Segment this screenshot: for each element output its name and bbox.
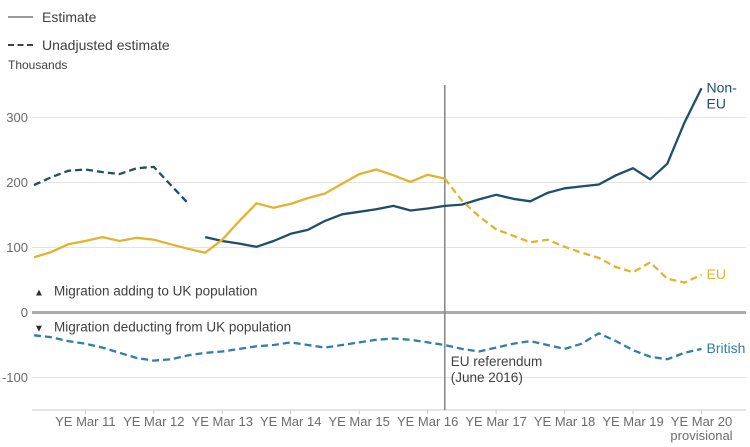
x-tick-label: YE Mar 19 [602, 414, 663, 429]
x-tick-label: YE Mar 11 [55, 414, 115, 429]
down-triangle-icon: ▼ [34, 324, 44, 335]
series-line-british-dashed [33, 332, 702, 362]
solid-line-swatch-icon [8, 16, 33, 18]
y-tick-label-0: 0 [21, 305, 28, 320]
series-label-noneu: EU [707, 95, 726, 111]
series-line-eu-dashed [443, 177, 702, 284]
series-line-eu-solid [33, 168, 446, 259]
x-tick-label: YE Mar 12 [123, 414, 184, 429]
adding-annotation-label: Migration adding to UK population [54, 284, 257, 299]
series-line-noneu-solid [204, 87, 703, 248]
y-axis-units-label: Thousands [8, 58, 68, 72]
chart-legend: Estimate Unadjusted estimate [8, 6, 170, 62]
series-label-eu: EU [707, 266, 726, 282]
deducting-annotation-label: Migration deducting from UK population [54, 320, 291, 335]
series-label-noneu: Non- [707, 79, 738, 95]
series-label-british: British [707, 340, 746, 356]
up-triangle-icon: ▲ [34, 288, 44, 299]
y-tick-label-100: 100 [6, 240, 28, 255]
dashed-line-swatch-icon [8, 44, 33, 46]
legend-item-unadjusted-estimate: Unadjusted estimate [8, 34, 170, 56]
y-tick-label--100: -100 [2, 370, 28, 385]
x-tick-label: YE Mar 18 [534, 414, 595, 429]
referendum-annotation-label: EU referendum [451, 354, 543, 369]
x-tick-label: YE Mar 20 [671, 414, 732, 429]
legend-label-estimate: Estimate [42, 9, 97, 25]
legend-item-estimate: Estimate [8, 6, 170, 28]
x-tick-label: YE Mar 13 [192, 414, 253, 429]
legend-label-unadjusted-estimate: Unadjusted estimate [42, 37, 170, 53]
referendum-annotation-label: (June 2016) [451, 370, 523, 385]
x-tick-label: provisional [670, 428, 732, 443]
series-line-noneu-dashed [33, 165, 189, 205]
y-tick-label-300: 300 [6, 110, 28, 125]
x-tick-label: YE Mar 16 [397, 414, 458, 429]
y-tick-label-200: 200 [6, 175, 28, 190]
x-tick-label: YE Mar 17 [465, 414, 526, 429]
x-tick-label: YE Mar 15 [328, 414, 389, 429]
x-tick-label: YE Mar 14 [260, 414, 321, 429]
